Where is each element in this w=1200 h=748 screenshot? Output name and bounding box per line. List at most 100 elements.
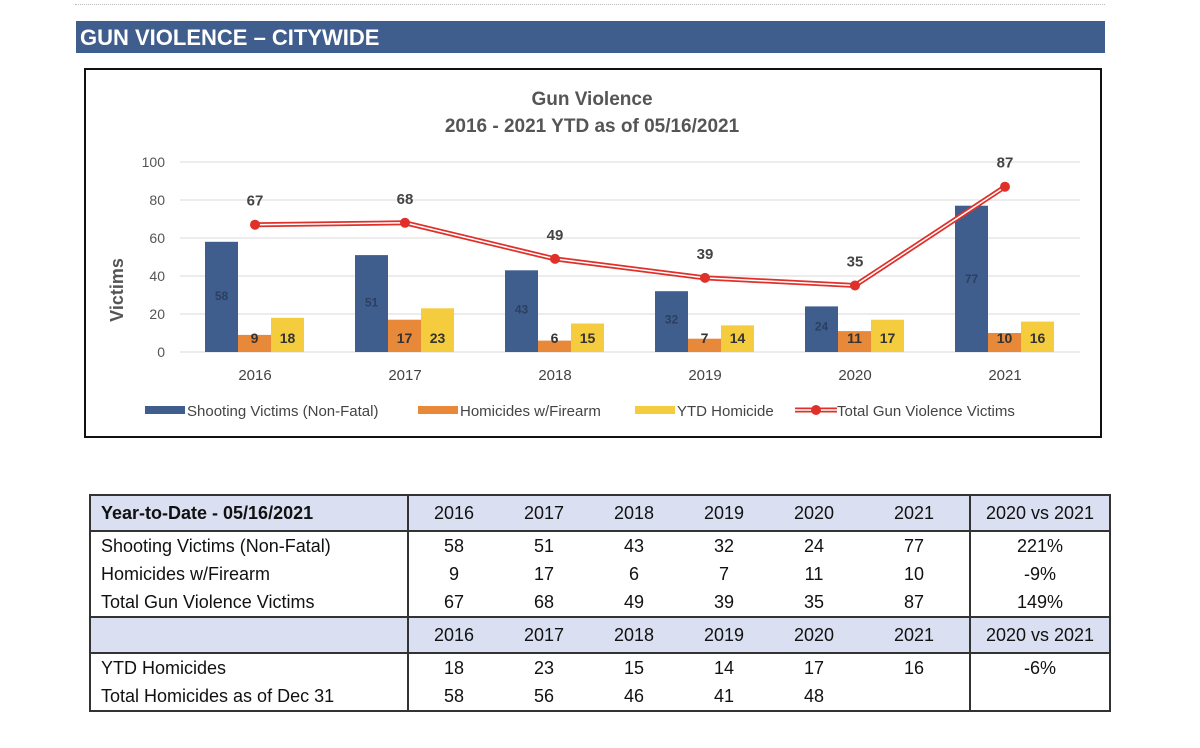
bar-data-label: 77 (965, 272, 979, 286)
table-row: Total Homicides as of Dec 31 58 56 46 41 48 (89, 682, 1111, 712)
y-tick-label: 40 (149, 268, 165, 284)
legend-label: Total Gun Violence Victims (837, 403, 1015, 420)
legend-label: Homicides w/Firearm (460, 403, 601, 420)
x-tick-label: 2021 (988, 367, 1021, 384)
cell-value: 23 (533, 657, 555, 678)
cell-value: 10 (903, 563, 925, 584)
line-data-label: 68 (397, 191, 414, 208)
bar-2 (421, 308, 454, 352)
line-point (550, 253, 560, 264)
cell-compare: -9% (969, 560, 1111, 588)
y-tick-label: 60 (149, 230, 165, 246)
x-tick-label: 2017 (388, 367, 421, 384)
bar-data-label: 14 (730, 330, 746, 346)
col-header: 2016 (408, 494, 499, 532)
bar-data-label: 58 (215, 289, 229, 303)
y-axis-label: Victims (107, 258, 127, 322)
bar-0 (955, 205, 988, 352)
y-tick-label: 20 (149, 306, 165, 322)
table-row: Homicides w/Firearm 9 17 6 7 11 10 -9% (89, 560, 1111, 588)
bar-2 (271, 317, 304, 352)
cell-value: 7 (718, 563, 729, 584)
legend-label: Shooting Victims (Non-Fatal) (187, 403, 378, 420)
cell-compare: 149% (969, 588, 1111, 618)
cell-value: 56 (499, 682, 589, 712)
bar-data-label: 23 (430, 330, 446, 346)
row-label: Total Gun Violence Victims (89, 588, 409, 618)
page-top-text-line (75, 0, 1105, 5)
cell-value: 35 (769, 588, 859, 618)
line-point (1000, 181, 1010, 192)
col-header: 2019 (679, 494, 769, 532)
col-header: 2018 (589, 616, 679, 654)
col-header: 2020 (769, 616, 859, 654)
col-header: 2020 (769, 494, 859, 532)
table-row: YTD Homicides 18 23 15 14 17 16 -6% (89, 653, 1111, 682)
line-series-inner (254, 186, 1006, 287)
bar-data-label: 51 (365, 295, 379, 309)
cell-value: 11 (804, 563, 824, 584)
bar-data-label: 17 (397, 330, 413, 346)
bar-0 (505, 270, 538, 352)
y-tick-label: 0 (157, 344, 165, 360)
bar-2 (721, 325, 754, 352)
bar-data-label: 43 (515, 303, 529, 317)
bar-data-label: 18 (280, 330, 296, 346)
section-title: GUN VIOLENCE – CITYWIDE (76, 21, 1105, 53)
row-label: Shooting Victims (Non-Fatal) (89, 531, 409, 560)
cell-value (859, 682, 970, 712)
col-header: 2021 (859, 494, 970, 532)
cell-value: 17 (803, 657, 825, 678)
chart-title: Gun Violence (531, 89, 652, 110)
line-data-label: 35 (847, 254, 864, 271)
cell-value: 32 (713, 535, 735, 556)
ytd-table: Year-to-Date - 05/16/2021 2016 2017 2018… (89, 494, 1111, 712)
line-point (850, 280, 860, 291)
line-data-label: 49 (547, 227, 564, 244)
col-header: 2017 (499, 616, 589, 654)
line-data-label: 87 (997, 155, 1014, 172)
cell-compare: 221% (969, 531, 1111, 560)
legend-marker (811, 405, 821, 415)
line-point (400, 217, 410, 228)
legend-swatch (145, 406, 185, 414)
table-row: Shooting Victims (Non-Fatal) 58 51 43 32 24 77… (89, 531, 1111, 560)
cell-value: 41 (679, 682, 769, 712)
legend-label: YTD Homicide (677, 403, 774, 420)
cell-value: 46 (589, 682, 679, 712)
bar-0 (655, 291, 688, 352)
bar-2 (571, 323, 604, 352)
legend-swatch (418, 406, 458, 414)
cell-compare (969, 682, 1111, 712)
bar-2 (1021, 321, 1054, 352)
cell-value: 68 (499, 588, 589, 618)
bar-data-label: 6 (551, 330, 559, 346)
col-header: 2017 (499, 494, 589, 532)
y-tick-label: 80 (149, 192, 165, 208)
cell-value: 39 (679, 588, 769, 618)
col-header: 2020 vs 2021 (969, 616, 1111, 654)
bar-data-label: 32 (665, 312, 679, 326)
table-header-label: Year-to-Date - 05/16/2021 (89, 494, 409, 532)
bar-1 (388, 319, 421, 352)
bar-0 (205, 241, 238, 352)
cell-value: 58 (408, 682, 499, 712)
x-tick-label: 2020 (838, 367, 871, 384)
cell-value: 51 (533, 535, 555, 556)
table-header-label (89, 616, 409, 654)
legend-swatch (635, 406, 675, 414)
bar-data-label: 16 (1030, 330, 1046, 346)
cell-value: 15 (623, 657, 645, 678)
line-point (250, 219, 260, 230)
cell-value: 77 (903, 535, 925, 556)
row-label: Homicides w/Firearm (89, 560, 409, 588)
y-tick-label: 100 (142, 154, 166, 170)
cell-value: 43 (623, 535, 645, 556)
line-data-label: 67 (247, 193, 264, 210)
chart-container (84, 68, 1102, 438)
cell-value: 6 (628, 563, 639, 584)
cell-value: 87 (859, 588, 970, 618)
cell-value: 14 (713, 657, 735, 678)
cell-value: 17 (533, 563, 555, 584)
